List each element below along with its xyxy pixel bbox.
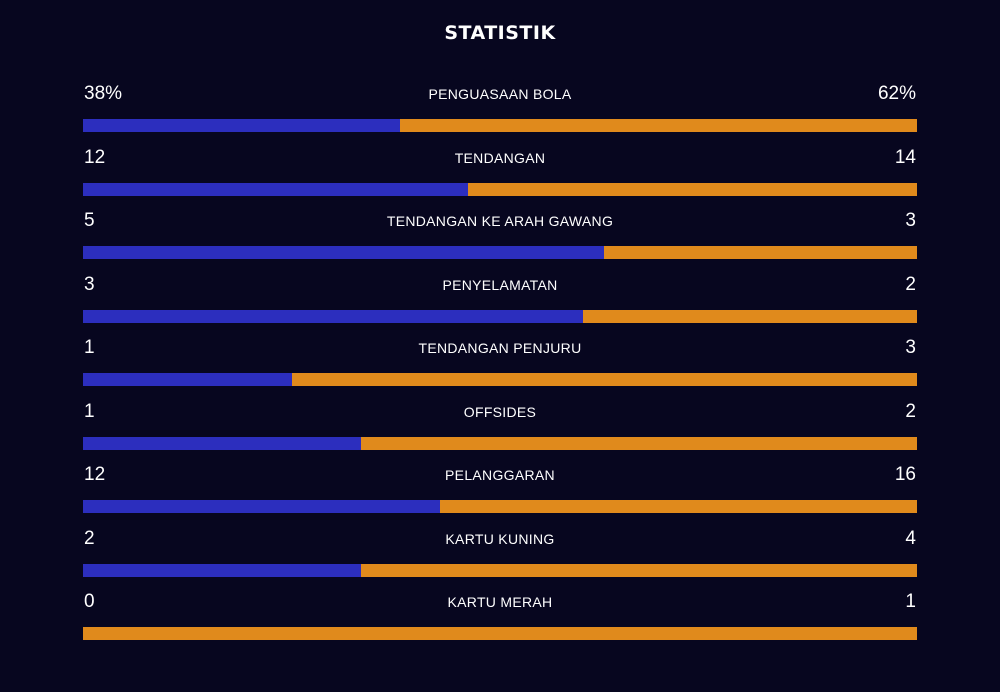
comparison-bar bbox=[83, 182, 917, 196]
away-value: 3 bbox=[905, 337, 916, 358]
home-bar-segment bbox=[83, 436, 361, 450]
away-bar-segment bbox=[360, 563, 917, 577]
stat-row-header: 5 TENDANGAN KE ARAH GAWANG 3 bbox=[83, 207, 917, 235]
comparison-bar bbox=[83, 563, 917, 577]
away-bar-segment bbox=[399, 119, 917, 132]
away-bar-segment bbox=[291, 373, 917, 386]
stats-list: 38% PENGUASAAN BOLA 62% 12 TENDANGAN 14 5 TENDA… bbox=[83, 80, 917, 652]
away-bar-segment bbox=[83, 627, 917, 640]
stat-row: 3 PENYELAMATAN 2 bbox=[83, 271, 917, 335]
home-bar-segment bbox=[83, 246, 605, 259]
away-value: 62% bbox=[877, 83, 916, 104]
home-value: 5 bbox=[84, 210, 95, 231]
home-bar-segment bbox=[83, 182, 468, 196]
stat-row-header: 0 KARTU MERAH 1 bbox=[83, 588, 917, 616]
stat-row: 2 KARTU KUNING 4 bbox=[83, 525, 917, 589]
comparison-bar bbox=[83, 119, 917, 132]
home-value: 1 bbox=[84, 400, 95, 422]
stat-label: KARTU MERAH bbox=[447, 594, 553, 610]
stat-label: KARTU KUNING bbox=[445, 530, 555, 547]
home-value: 0 bbox=[84, 591, 95, 612]
comparison-bar bbox=[83, 436, 917, 450]
away-value: 14 bbox=[894, 146, 916, 168]
stat-label: TENDANGAN PENJURU bbox=[418, 340, 582, 356]
home-bar-segment bbox=[83, 309, 584, 323]
home-value: 2 bbox=[84, 527, 95, 549]
home-bar-segment bbox=[83, 500, 441, 513]
stat-label: TENDANGAN KE ARAH GAWANG bbox=[386, 213, 614, 229]
stat-row-header: 2 KARTU KUNING 4 bbox=[83, 525, 917, 553]
away-bar-segment bbox=[583, 309, 917, 323]
comparison-bar bbox=[83, 500, 917, 513]
away-value: 16 bbox=[894, 464, 916, 485]
away-value: 3 bbox=[905, 210, 916, 231]
stat-row: 1 TENDANGAN PENJURU 3 bbox=[83, 334, 917, 398]
stat-row-header: 1 TENDANGAN PENJURU 3 bbox=[83, 334, 917, 362]
home-value: 1 bbox=[84, 337, 95, 358]
away-value: 4 bbox=[905, 527, 916, 549]
stat-label: PENGUASAAN BOLA bbox=[428, 86, 572, 102]
comparison-bar bbox=[83, 627, 917, 640]
stat-row: 12 TENDANGAN 14 bbox=[83, 144, 917, 208]
stat-row-header: 12 PELANGGARAN 16 bbox=[83, 461, 917, 489]
away-value: 2 bbox=[905, 400, 916, 422]
stat-row-header: 12 TENDANGAN 14 bbox=[83, 144, 917, 172]
away-bar-segment bbox=[467, 182, 917, 196]
comparison-bar bbox=[83, 246, 917, 259]
stat-row-header: 1 OFFSIDES 2 bbox=[83, 398, 917, 426]
stat-row-header: 38% PENGUASAAN BOLA 62% bbox=[83, 80, 917, 108]
home-value: 12 bbox=[84, 464, 106, 485]
home-value: 3 bbox=[84, 273, 95, 295]
stat-label: TENDANGAN bbox=[454, 149, 546, 166]
home-bar-segment bbox=[83, 563, 361, 577]
stat-row: 38% PENGUASAAN BOLA 62% bbox=[83, 80, 917, 144]
stat-row: 1 OFFSIDES 2 bbox=[83, 398, 917, 462]
comparison-bar bbox=[83, 373, 917, 386]
stat-row: 12 PELANGGARAN 16 bbox=[83, 461, 917, 525]
stat-row: 5 TENDANGAN KE ARAH GAWANG 3 bbox=[83, 207, 917, 271]
home-bar-segment bbox=[83, 119, 400, 132]
away-value: 2 bbox=[905, 273, 916, 295]
stat-row: 0 KARTU MERAH 1 bbox=[83, 588, 917, 652]
away-bar-segment bbox=[360, 436, 917, 450]
away-bar-segment bbox=[440, 500, 917, 513]
stat-label: OFFSIDES bbox=[463, 403, 537, 420]
home-value: 12 bbox=[84, 146, 106, 168]
away-bar-segment bbox=[604, 246, 917, 259]
stat-label: PELANGGARAN bbox=[445, 467, 555, 483]
stat-row-header: 3 PENYELAMATAN 2 bbox=[83, 271, 917, 299]
home-value: 38% bbox=[84, 83, 123, 104]
away-value: 1 bbox=[905, 591, 916, 612]
page-title: STATISTIK bbox=[444, 22, 556, 44]
stat-label: PENYELAMATAN bbox=[442, 276, 558, 293]
comparison-bar bbox=[83, 309, 917, 323]
home-bar-segment bbox=[83, 373, 292, 386]
